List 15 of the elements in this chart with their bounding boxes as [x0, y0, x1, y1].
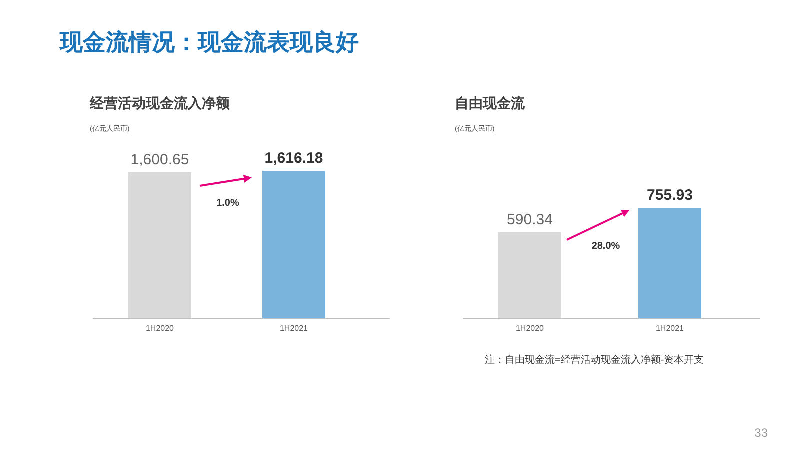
data-label: 1,616.18 [264, 150, 324, 167]
text: 33 [754, 426, 768, 440]
chart-title: 经营活动现金流入净额 [89, 95, 231, 111]
x-tick-label: 1H2020 [516, 324, 545, 333]
text: 现金流情况：现金流表现良好 [59, 29, 359, 55]
x-tick-label: 1H2021 [280, 324, 309, 333]
annotation: 1.0% [216, 198, 240, 209]
annotation: 28.0% [592, 241, 620, 252]
text: 注：自由现金流=经营活动现金流入净额-资本开支 [485, 354, 704, 366]
data-label: 755.93 [647, 187, 693, 204]
data-label: 1,600.65 [130, 151, 190, 168]
data-label: 590.34 [507, 211, 553, 228]
chart-title: 自由现金流 [455, 95, 526, 111]
x-tick-label: 1H2021 [656, 324, 685, 333]
x-tick-label: 1H2020 [146, 324, 175, 333]
